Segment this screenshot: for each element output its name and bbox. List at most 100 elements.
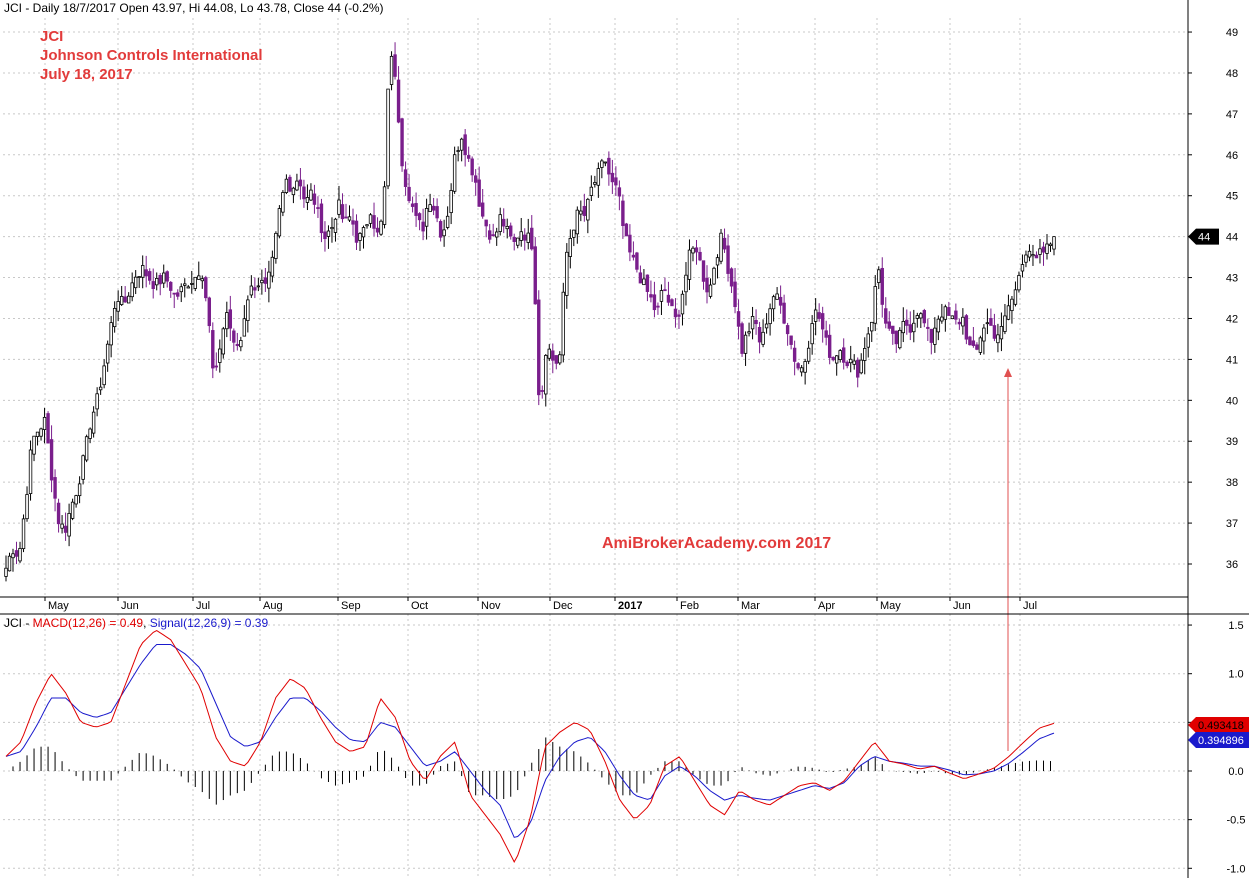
candle-body bbox=[162, 272, 166, 284]
candle-body bbox=[873, 286, 877, 324]
candle-body bbox=[330, 227, 334, 230]
candle-body bbox=[267, 271, 271, 289]
candle-body bbox=[221, 328, 226, 355]
candle-body bbox=[831, 356, 835, 361]
candle-body bbox=[91, 411, 96, 434]
candle-body bbox=[1048, 243, 1053, 246]
month-label: Jul bbox=[196, 600, 210, 612]
candle-body bbox=[137, 276, 141, 278]
candle-body bbox=[239, 340, 243, 348]
candle-body bbox=[645, 274, 650, 292]
macd-tick-label: 1.5 bbox=[1228, 620, 1243, 632]
candle-body bbox=[1041, 246, 1046, 253]
candle-body bbox=[393, 54, 397, 77]
candle-body bbox=[18, 548, 22, 562]
candle-body bbox=[729, 268, 734, 287]
candle-body bbox=[554, 355, 558, 364]
candle-body bbox=[7, 555, 12, 572]
candle-body bbox=[649, 294, 653, 298]
candle-body bbox=[596, 168, 601, 186]
candle-body bbox=[56, 502, 61, 525]
candle-body bbox=[999, 326, 1004, 340]
candle-body bbox=[480, 202, 485, 217]
candle-body bbox=[218, 348, 222, 363]
candle-body bbox=[684, 274, 688, 293]
candle-body bbox=[561, 291, 565, 356]
candle-body bbox=[28, 449, 33, 495]
candle-body bbox=[551, 350, 555, 361]
candle-body bbox=[712, 267, 716, 285]
candle-body bbox=[544, 355, 548, 395]
candle-body bbox=[768, 308, 772, 325]
candle-body bbox=[323, 231, 327, 240]
candle-body bbox=[954, 310, 958, 320]
candle-body bbox=[316, 207, 320, 209]
candle-body bbox=[235, 343, 240, 347]
candle-body bbox=[456, 150, 460, 152]
candle-body bbox=[971, 340, 976, 346]
company-title: Johnson Controls International bbox=[40, 47, 263, 64]
candle-body bbox=[533, 246, 537, 305]
candle-body bbox=[70, 501, 75, 519]
candle-body bbox=[155, 277, 159, 286]
candle-body bbox=[228, 309, 233, 329]
candle-body bbox=[35, 431, 40, 438]
candle-body bbox=[547, 348, 551, 359]
candle-body bbox=[172, 292, 176, 295]
candle-body bbox=[642, 278, 646, 286]
candle-body bbox=[102, 365, 106, 386]
candle-body bbox=[305, 197, 310, 203]
candle-body bbox=[582, 205, 587, 216]
candle-body bbox=[572, 229, 576, 238]
candle-body bbox=[540, 390, 544, 392]
candle-body bbox=[256, 285, 261, 288]
candle-body bbox=[806, 347, 811, 362]
candle-body bbox=[512, 236, 516, 242]
candle-body bbox=[891, 325, 895, 334]
candle-body bbox=[877, 269, 881, 283]
candle-body bbox=[491, 234, 495, 237]
candle-body bbox=[382, 186, 387, 225]
candle-body bbox=[796, 363, 800, 369]
candle-body bbox=[936, 318, 941, 333]
candle-body bbox=[368, 214, 373, 224]
candle-body bbox=[701, 260, 706, 282]
candle-body bbox=[1034, 254, 1039, 259]
candle-body bbox=[498, 214, 502, 232]
candle-body bbox=[929, 328, 934, 343]
candle-body bbox=[81, 455, 85, 480]
candle-body bbox=[740, 323, 744, 354]
candle-body bbox=[1017, 275, 1021, 291]
candle-body bbox=[389, 55, 394, 85]
candle-body bbox=[309, 189, 313, 201]
price-tick-label: 47 bbox=[1226, 109, 1238, 121]
candle-body bbox=[298, 179, 303, 187]
watermark: AmiBrokerAcademy.com 2017 bbox=[602, 535, 832, 552]
candle-body bbox=[736, 311, 741, 327]
candle-body bbox=[232, 330, 236, 343]
candle-body bbox=[856, 359, 860, 378]
candle-body bbox=[60, 523, 64, 529]
candle-body bbox=[537, 299, 541, 396]
candle-body bbox=[827, 334, 832, 358]
candle-body bbox=[284, 178, 289, 193]
candle-body bbox=[186, 286, 190, 289]
candle-body bbox=[67, 513, 71, 537]
candle-body bbox=[495, 231, 499, 238]
candle-body bbox=[126, 295, 131, 304]
candle-body bbox=[277, 208, 282, 237]
candle-body bbox=[705, 277, 709, 293]
candle-body bbox=[933, 327, 937, 345]
candle-body bbox=[347, 216, 352, 221]
candle-body bbox=[992, 325, 997, 339]
candle-body bbox=[673, 308, 678, 318]
candle-body bbox=[782, 302, 786, 324]
macd-header-signal: Signal(12,26,9) = 0.39 bbox=[149, 616, 269, 630]
price-tick-label: 48 bbox=[1226, 68, 1238, 80]
candle-body bbox=[477, 179, 481, 207]
candle-body bbox=[708, 284, 713, 297]
candle-body bbox=[204, 277, 208, 299]
candle-body bbox=[253, 287, 257, 291]
candle-body bbox=[940, 316, 944, 322]
month-label: Mar bbox=[741, 600, 760, 612]
